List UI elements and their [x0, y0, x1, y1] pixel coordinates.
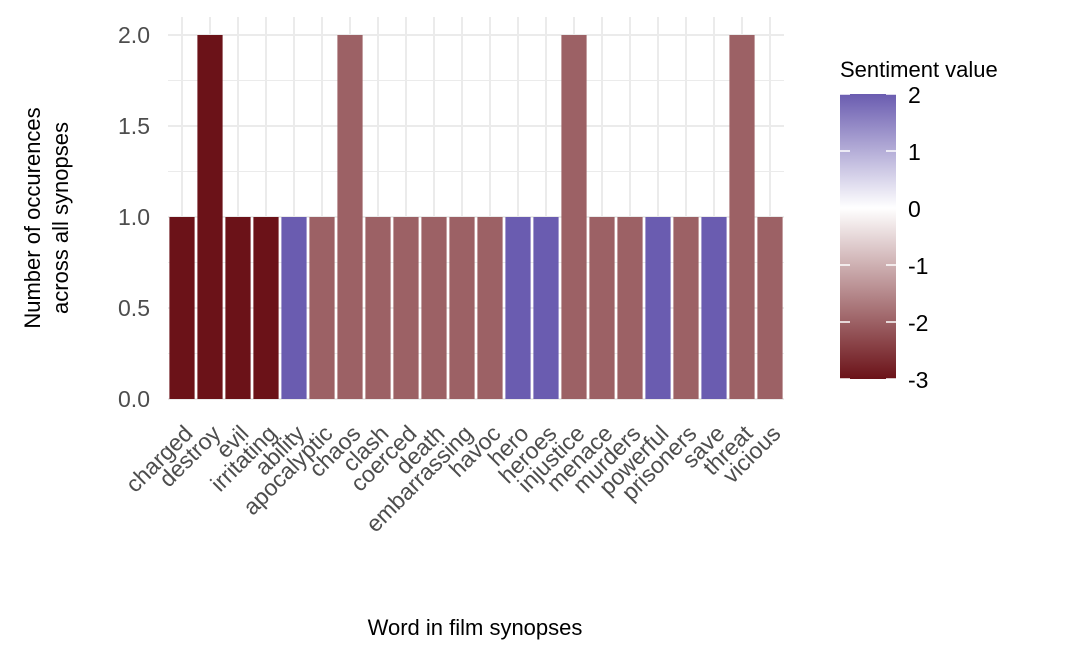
bar-apocalyptic	[309, 217, 335, 399]
bar-injustice	[561, 35, 587, 399]
bars	[169, 35, 783, 399]
y-tick-label: 1.0	[118, 204, 150, 230]
y-tick-label: 0.5	[118, 295, 150, 321]
legend-label: 2	[908, 82, 921, 108]
bar-murders	[617, 217, 643, 399]
bar-charged	[169, 217, 195, 399]
bar-embarrassing	[449, 217, 475, 399]
y-axis-title-line-2: across all synopses	[48, 122, 73, 314]
bar-prisoners	[673, 217, 699, 399]
legend-label: 1	[908, 139, 921, 165]
bar-powerful	[645, 217, 671, 399]
bar-vicious	[757, 217, 783, 399]
x-axis: chargeddestroyevilirritatingabilityapoca…	[120, 420, 785, 537]
legend-label: -3	[908, 367, 928, 393]
legend-label: 0	[908, 196, 921, 222]
bar-heroes	[533, 217, 559, 399]
bar-coerced	[393, 217, 419, 399]
legend-title: Sentiment value	[840, 57, 998, 82]
legend: Sentiment value 2 1 0 -1 -2 -3	[840, 57, 998, 393]
bar-ability	[281, 217, 307, 399]
x-axis-title: Word in film synopses	[368, 615, 583, 640]
y-axis: 0.0 0.5 1.0 1.5 2.0	[118, 22, 150, 412]
bar-chaos	[337, 35, 363, 399]
y-tick-label: 2.0	[118, 22, 150, 48]
bar-evil	[225, 217, 251, 399]
bar-havoc	[477, 217, 503, 399]
bar-irritating	[253, 217, 279, 399]
bar-clash	[365, 217, 391, 399]
y-axis-title-line-1: Number of occurences	[20, 107, 45, 328]
y-tick-label: 0.0	[118, 386, 150, 412]
bar-hero	[505, 217, 531, 399]
bar-threat	[729, 35, 755, 399]
bar-destroy	[197, 35, 223, 399]
legend-label: -2	[908, 310, 928, 336]
legend-colorbar	[840, 94, 896, 379]
y-tick-label: 1.5	[118, 113, 150, 139]
bar-menace	[589, 217, 615, 399]
legend-ticks: 2 1 0 -1 -2 -3	[840, 82, 928, 393]
bar-save	[701, 217, 727, 399]
legend-label: -1	[908, 253, 928, 279]
bar-death	[421, 217, 447, 399]
y-axis-title: Number of occurences across all synopses	[20, 107, 73, 328]
